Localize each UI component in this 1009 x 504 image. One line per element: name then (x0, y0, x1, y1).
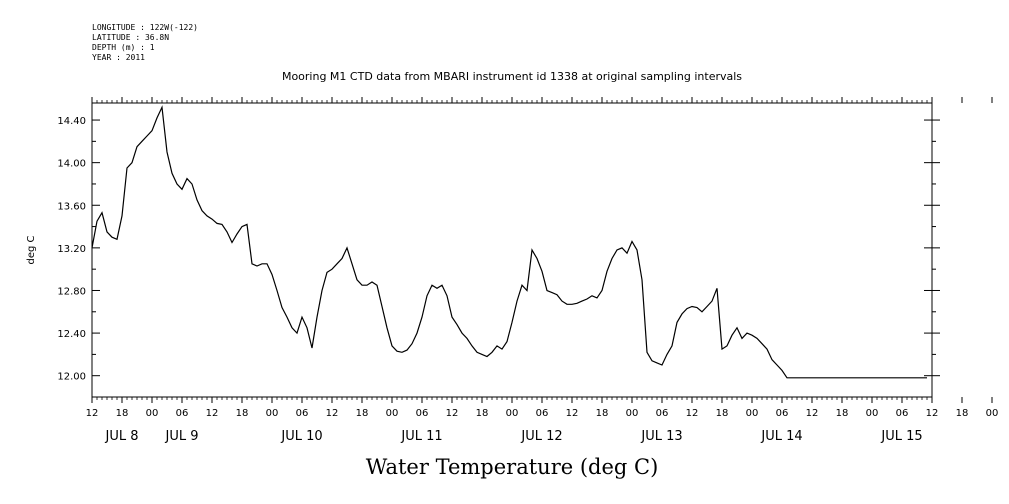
x-day-label: JUL 9 (165, 429, 199, 444)
x-tick-label: 18 (956, 408, 969, 419)
x-tick-label: 12 (806, 408, 819, 419)
y-tick-label: 14.00 (57, 159, 86, 170)
x-tick-label: 12 (686, 408, 699, 419)
meta-year: YEAR : 2011 (92, 53, 145, 62)
meta-longitude: LONGITUDE : 122W(-122) (92, 23, 198, 32)
meta-depth: DEPTH (m) : 1 (92, 43, 155, 52)
x-day-label: JUL 8 (105, 429, 139, 444)
x-minor-ticks (96, 100, 928, 400)
x-tick-label: 06 (296, 408, 309, 419)
x-tick-label: 12 (326, 408, 339, 419)
x-tick-label: 18 (836, 408, 849, 419)
x-tick-label: 06 (176, 408, 189, 419)
x-tick-label: 18 (716, 408, 729, 419)
x-tick-label: 00 (746, 408, 759, 419)
y-tick-label: 13.20 (57, 244, 86, 255)
x-tick-label: 00 (626, 408, 639, 419)
x-axis-label: Water Temperature (deg C) (366, 455, 659, 479)
x-day-label: JUL 12 (520, 429, 562, 444)
y-tick-label: 12.00 (57, 372, 86, 383)
x-tick-label: 00 (386, 408, 399, 419)
x-tick-label: 18 (476, 408, 489, 419)
x-tick-label: 12 (926, 408, 939, 419)
x-tick-label: 12 (206, 408, 219, 419)
x-tick-label: 12 (86, 408, 99, 419)
x-day-label: JUL 11 (400, 429, 442, 444)
x-tick-label: 06 (416, 408, 429, 419)
x-tick-label: 06 (536, 408, 549, 419)
x-tick-label: 00 (266, 408, 279, 419)
y-axis-label: deg C (26, 235, 37, 264)
x-tick-label: 00 (986, 408, 999, 419)
x-day-label: JUL 10 (280, 429, 322, 444)
y-tick-label: 14.40 (57, 116, 86, 127)
y-axis: 12.00 12.40 12.80 13.20 13.60 14.00 14.40 (57, 116, 940, 383)
x-tick-label: 00 (866, 408, 879, 419)
x-tick-label: 12 (446, 408, 459, 419)
x-tick-label: 06 (656, 408, 669, 419)
chart-title: Mooring M1 CTD data from MBARI instrumen… (282, 70, 742, 83)
x-day-label: JUL 14 (760, 429, 802, 444)
y-tick-label: 13.60 (57, 201, 86, 212)
x-axis: 12 18 00 06 12 18 00 06 12 18 00 06 12 18 00 06 12 18 00 06… (86, 97, 999, 444)
x-tick-label: 06 (896, 408, 909, 419)
x-tick-label: 00 (506, 408, 519, 419)
x-day-label: JUL 15 (880, 429, 922, 444)
x-tick-label: 12 (566, 408, 579, 419)
y-tick-label: 12.40 (57, 329, 86, 340)
x-tick-label: 00 (146, 408, 159, 419)
x-tick-label: 06 (776, 408, 789, 419)
x-tick-label: 18 (356, 408, 369, 419)
x-day-label: JUL 13 (640, 429, 682, 444)
x-tick-label: 18 (116, 408, 129, 419)
x-tick-label: 18 (236, 408, 249, 419)
temperature-line (91, 105, 927, 379)
plot-frame (91, 102, 933, 398)
meta-latitude: LATITUDE : 36.8N (92, 33, 169, 42)
x-tick-label: 18 (596, 408, 609, 419)
y-tick-label: 12.80 (57, 286, 86, 297)
